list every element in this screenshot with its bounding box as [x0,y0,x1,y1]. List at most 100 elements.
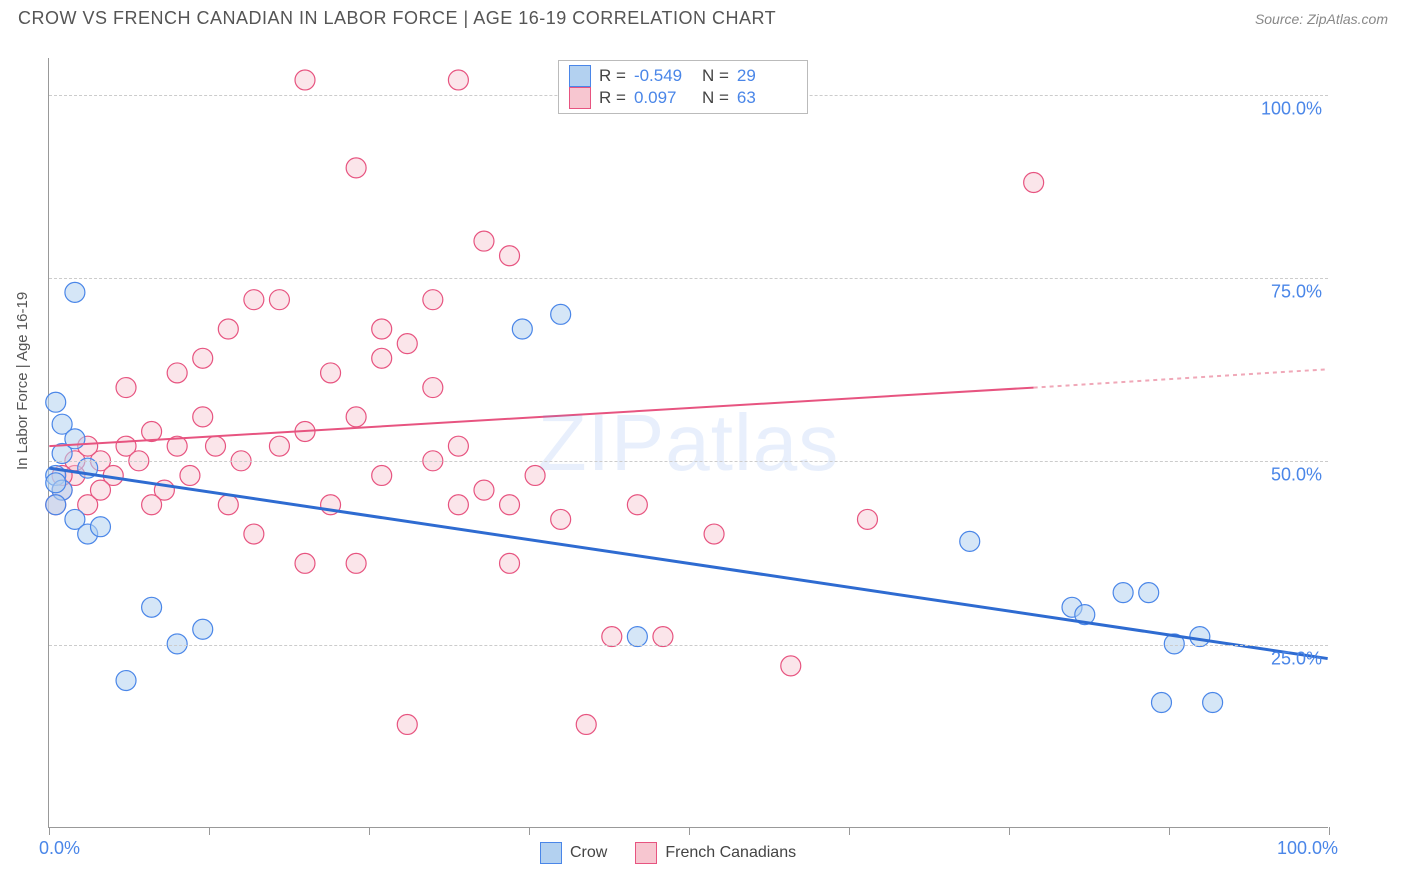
data-point [1190,627,1210,647]
data-point [372,348,392,368]
data-point [474,480,494,500]
data-point [244,524,264,544]
data-point [781,656,801,676]
data-point [142,422,162,442]
data-point [90,517,110,537]
data-point [90,480,110,500]
legend-label: Crow [570,844,607,862]
y-tick-label: 100.0% [1261,98,1322,119]
data-point [218,319,238,339]
data-point [1151,693,1171,713]
y-axis-label: In Labor Force | Age 16-19 [14,292,31,470]
data-point [1139,583,1159,603]
y-tick-label: 25.0% [1271,648,1322,669]
data-point [704,524,724,544]
data-point [193,619,213,639]
data-point [167,363,187,383]
data-point [193,348,213,368]
data-point [269,290,289,310]
legend-item: French Canadians [635,842,796,864]
data-point [46,495,66,515]
data-point [551,509,571,529]
x-tick [209,827,210,835]
data-point [448,495,468,515]
data-point [142,495,162,515]
x-tick [1329,827,1330,835]
x-tick-label: 0.0% [39,838,80,859]
data-point [627,495,647,515]
data-point [397,714,417,734]
legend-swatch [569,65,591,87]
trend-line [1034,369,1328,387]
data-point [500,246,520,266]
legend-row: R = 0.097 N = 63 [569,87,797,109]
trend-line [49,468,1327,658]
data-point [193,407,213,427]
data-point [602,627,622,647]
data-point [346,407,366,427]
y-tick-label: 75.0% [1271,282,1322,303]
data-point [65,282,85,302]
data-point [512,319,532,339]
legend-r-value: 0.097 [634,88,694,108]
y-tick-label: 50.0% [1271,465,1322,486]
data-point [627,627,647,647]
legend-swatch [635,842,657,864]
data-point [1113,583,1133,603]
legend-n-label: N = [702,88,729,108]
x-tick [1169,827,1170,835]
legend-r-value: -0.549 [634,66,694,86]
data-point [295,553,315,573]
chart-plot-area: ZIPatlas 25.0%50.0%75.0%100.0%0.0%100.0% [48,58,1328,828]
legend-row: R = -0.549 N = 29 [569,65,797,87]
data-point [397,334,417,354]
legend-item: Crow [540,842,607,864]
legend-swatch [540,842,562,864]
data-point [295,70,315,90]
source-attribution: Source: ZipAtlas.com [1255,11,1388,27]
data-point [960,531,980,551]
data-point [857,509,877,529]
data-point [206,436,226,456]
data-point [244,290,264,310]
data-point [1024,173,1044,193]
correlation-legend: R = -0.549 N = 29 R = 0.097 N = 63 [558,60,808,114]
data-point [321,363,341,383]
legend-label: French Canadians [665,844,796,862]
scatter-svg [49,58,1328,827]
data-point [448,70,468,90]
gridline [49,645,1328,646]
data-point [423,378,443,398]
data-point [218,495,238,515]
legend-n-label: N = [702,66,729,86]
legend-r-label: R = [599,88,626,108]
data-point [474,231,494,251]
gridline [49,461,1328,462]
data-point [46,473,66,493]
x-tick [49,827,50,835]
data-point [448,436,468,456]
data-point [142,597,162,617]
data-point [653,627,673,647]
data-point [1203,693,1223,713]
legend-n-value: 63 [737,88,797,108]
data-point [346,158,366,178]
data-point [269,436,289,456]
x-tick [849,827,850,835]
data-point [551,304,571,324]
data-point [500,495,520,515]
legend-swatch [569,87,591,109]
legend-r-label: R = [599,66,626,86]
data-point [525,465,545,485]
data-point [576,714,596,734]
data-point [180,465,200,485]
x-tick [369,827,370,835]
data-point [423,290,443,310]
data-point [46,392,66,412]
data-point [116,671,136,691]
data-point [500,553,520,573]
x-tick [529,827,530,835]
data-point [372,465,392,485]
x-tick [1009,827,1010,835]
data-point [346,553,366,573]
